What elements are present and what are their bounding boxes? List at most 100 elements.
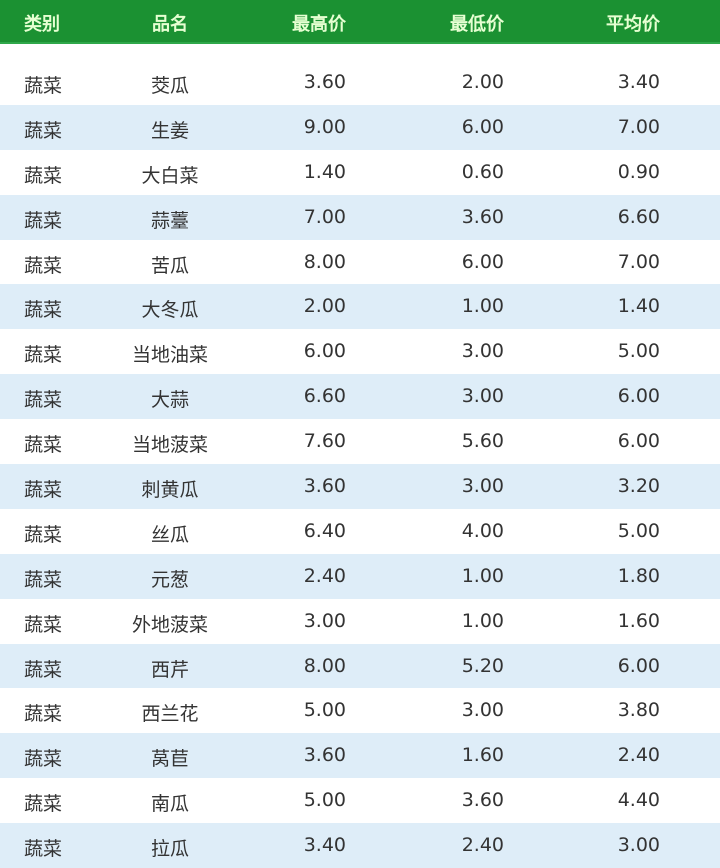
spacer <box>0 44 720 60</box>
cell-name: 拉瓜 <box>150 838 189 861</box>
cell-min-price: 2.40 <box>461 834 504 857</box>
table-row: 蔬菜 茭瓜 3.60 2.00 3.40 <box>0 60 720 105</box>
cell-min-price: 4.00 <box>461 519 504 542</box>
cell-category: 蔬菜 <box>24 164 63 187</box>
cell-max-price: 5.00 <box>303 789 346 812</box>
cell-max-price: 3.60 <box>303 744 346 767</box>
cell-min-price: 3.00 <box>461 699 504 722</box>
cell-category: 蔬菜 <box>24 838 63 861</box>
cell-category: 蔬菜 <box>24 75 63 97</box>
cell-min-price: 2.00 <box>461 71 504 93</box>
column-header-avg-price: 平均价 <box>606 14 660 35</box>
cell-name: 西芹 <box>150 658 189 681</box>
cell-avg-price: 1.80 <box>617 564 660 587</box>
cell-name: 莴苣 <box>150 748 189 771</box>
cell-category: 蔬菜 <box>24 523 63 546</box>
cell-max-price: 8.00 <box>303 654 346 677</box>
cell-avg-price: 6.00 <box>617 654 660 677</box>
cell-max-price: 9.00 <box>303 115 346 138</box>
cell-name: 大冬瓜 <box>141 299 199 322</box>
table-row: 蔬菜 西芹 8.00 5.20 6.00 <box>0 643 720 689</box>
cell-avg-price: 4.40 <box>617 789 660 812</box>
cell-name: 元葱 <box>150 568 189 591</box>
table-row: 蔬菜 刺黄瓜 3.60 3.00 3.20 <box>0 464 720 509</box>
cell-category: 蔬菜 <box>24 568 63 591</box>
table-row: 蔬菜 大冬瓜 2.00 1.00 1.40 <box>0 284 720 330</box>
table-row: 蔬菜 西兰花 5.00 3.00 3.80 <box>0 688 720 733</box>
cell-category: 蔬菜 <box>24 658 63 681</box>
cell-min-price: 6.00 <box>461 115 504 138</box>
cell-max-price: 7.00 <box>303 205 346 228</box>
cell-min-price: 0.60 <box>461 160 504 183</box>
cell-min-price: 1.60 <box>461 744 504 767</box>
cell-name: 茭瓜 <box>150 75 189 97</box>
cell-name: 当地油菜 <box>131 344 208 367</box>
cell-avg-price: 2.40 <box>617 744 660 767</box>
cell-category: 蔬菜 <box>24 344 63 367</box>
cell-min-price: 3.00 <box>461 385 504 408</box>
cell-min-price: 3.60 <box>461 789 504 812</box>
cell-name: 刺黄瓜 <box>141 479 199 502</box>
table-row: 蔬菜 蒜薹 7.00 3.60 6.60 <box>0 194 720 240</box>
cell-min-price: 3.00 <box>461 340 504 363</box>
cell-avg-price: 6.60 <box>617 205 660 228</box>
cell-name: 大蒜 <box>150 389 189 412</box>
table-row: 蔬菜 南瓜 5.00 3.60 4.40 <box>0 778 720 823</box>
table-body: 蔬菜 茭瓜 3.60 2.00 3.40 蔬菜 生姜 9.00 6.00 7.00 蔬菜 大白菜 1.4… <box>0 60 720 868</box>
cell-category: 蔬菜 <box>24 748 63 771</box>
table-row: 蔬菜 苦瓜 8.00 6.00 7.00 <box>0 240 720 285</box>
cell-min-price: 5.20 <box>461 654 504 677</box>
cell-category: 蔬菜 <box>24 254 63 277</box>
cell-name: 蒜薹 <box>150 209 189 232</box>
cell-category: 蔬菜 <box>24 299 63 322</box>
table-row: 蔬菜 丝瓜 6.40 4.00 5.00 <box>0 509 720 554</box>
cell-name: 大白菜 <box>141 164 199 187</box>
cell-name: 苦瓜 <box>150 254 189 277</box>
cell-min-price: 1.00 <box>461 609 504 632</box>
table-row: 蔬菜 当地油菜 6.00 3.00 5.00 <box>0 329 720 374</box>
table-row: 蔬菜 大蒜 6.60 3.00 6.00 <box>0 374 720 420</box>
cell-max-price: 1.40 <box>303 160 346 183</box>
cell-min-price: 3.00 <box>461 475 504 498</box>
cell-max-price: 3.00 <box>303 609 346 632</box>
cell-min-price: 3.60 <box>461 205 504 228</box>
cell-category: 蔬菜 <box>24 209 63 232</box>
cell-max-price: 5.00 <box>303 699 346 722</box>
cell-avg-price: 5.00 <box>617 519 660 542</box>
cell-name: 外地菠菜 <box>131 613 208 636</box>
cell-name: 南瓜 <box>150 793 189 816</box>
table-row: 蔬菜 生姜 9.00 6.00 7.00 <box>0 104 720 150</box>
cell-avg-price: 0.90 <box>617 160 660 183</box>
cell-avg-price: 7.00 <box>617 115 660 138</box>
cell-min-price: 1.00 <box>461 564 504 587</box>
table-row: 蔬菜 当地菠菜 7.60 5.60 6.00 <box>0 419 720 464</box>
table-row: 蔬菜 大白菜 1.40 0.60 0.90 <box>0 150 720 195</box>
cell-name: 生姜 <box>150 119 189 142</box>
cell-avg-price: 3.00 <box>617 834 660 857</box>
cell-name: 丝瓜 <box>150 523 189 546</box>
cell-max-price: 3.60 <box>303 71 346 93</box>
cell-avg-price: 3.80 <box>617 699 660 722</box>
cell-avg-price: 3.40 <box>617 71 660 93</box>
cell-category: 蔬菜 <box>24 434 63 457</box>
column-header-category: 类别 <box>24 14 60 35</box>
cell-max-price: 6.60 <box>303 385 346 408</box>
cell-avg-price: 7.00 <box>617 250 660 273</box>
cell-max-price: 8.00 <box>303 250 346 273</box>
table-row: 蔬菜 拉瓜 3.40 2.40 3.00 <box>0 823 720 868</box>
cell-avg-price: 6.00 <box>617 385 660 408</box>
cell-name: 西兰花 <box>141 703 199 726</box>
table-header: 类别 品名 最高价 最低价 平均价 <box>0 0 720 44</box>
table-row: 蔬菜 外地菠菜 3.00 1.00 1.60 <box>0 599 720 644</box>
cell-max-price: 6.00 <box>303 340 346 363</box>
cell-avg-price: 6.00 <box>617 430 660 453</box>
cell-category: 蔬菜 <box>24 703 63 726</box>
cell-max-price: 2.00 <box>303 295 346 318</box>
column-header-min-price: 最低价 <box>450 14 504 35</box>
cell-category: 蔬菜 <box>24 389 63 412</box>
cell-min-price: 5.60 <box>461 430 504 453</box>
cell-category: 蔬菜 <box>24 613 63 636</box>
cell-max-price: 3.40 <box>303 834 346 857</box>
cell-category: 蔬菜 <box>24 479 63 502</box>
cell-max-price: 7.60 <box>303 430 346 453</box>
